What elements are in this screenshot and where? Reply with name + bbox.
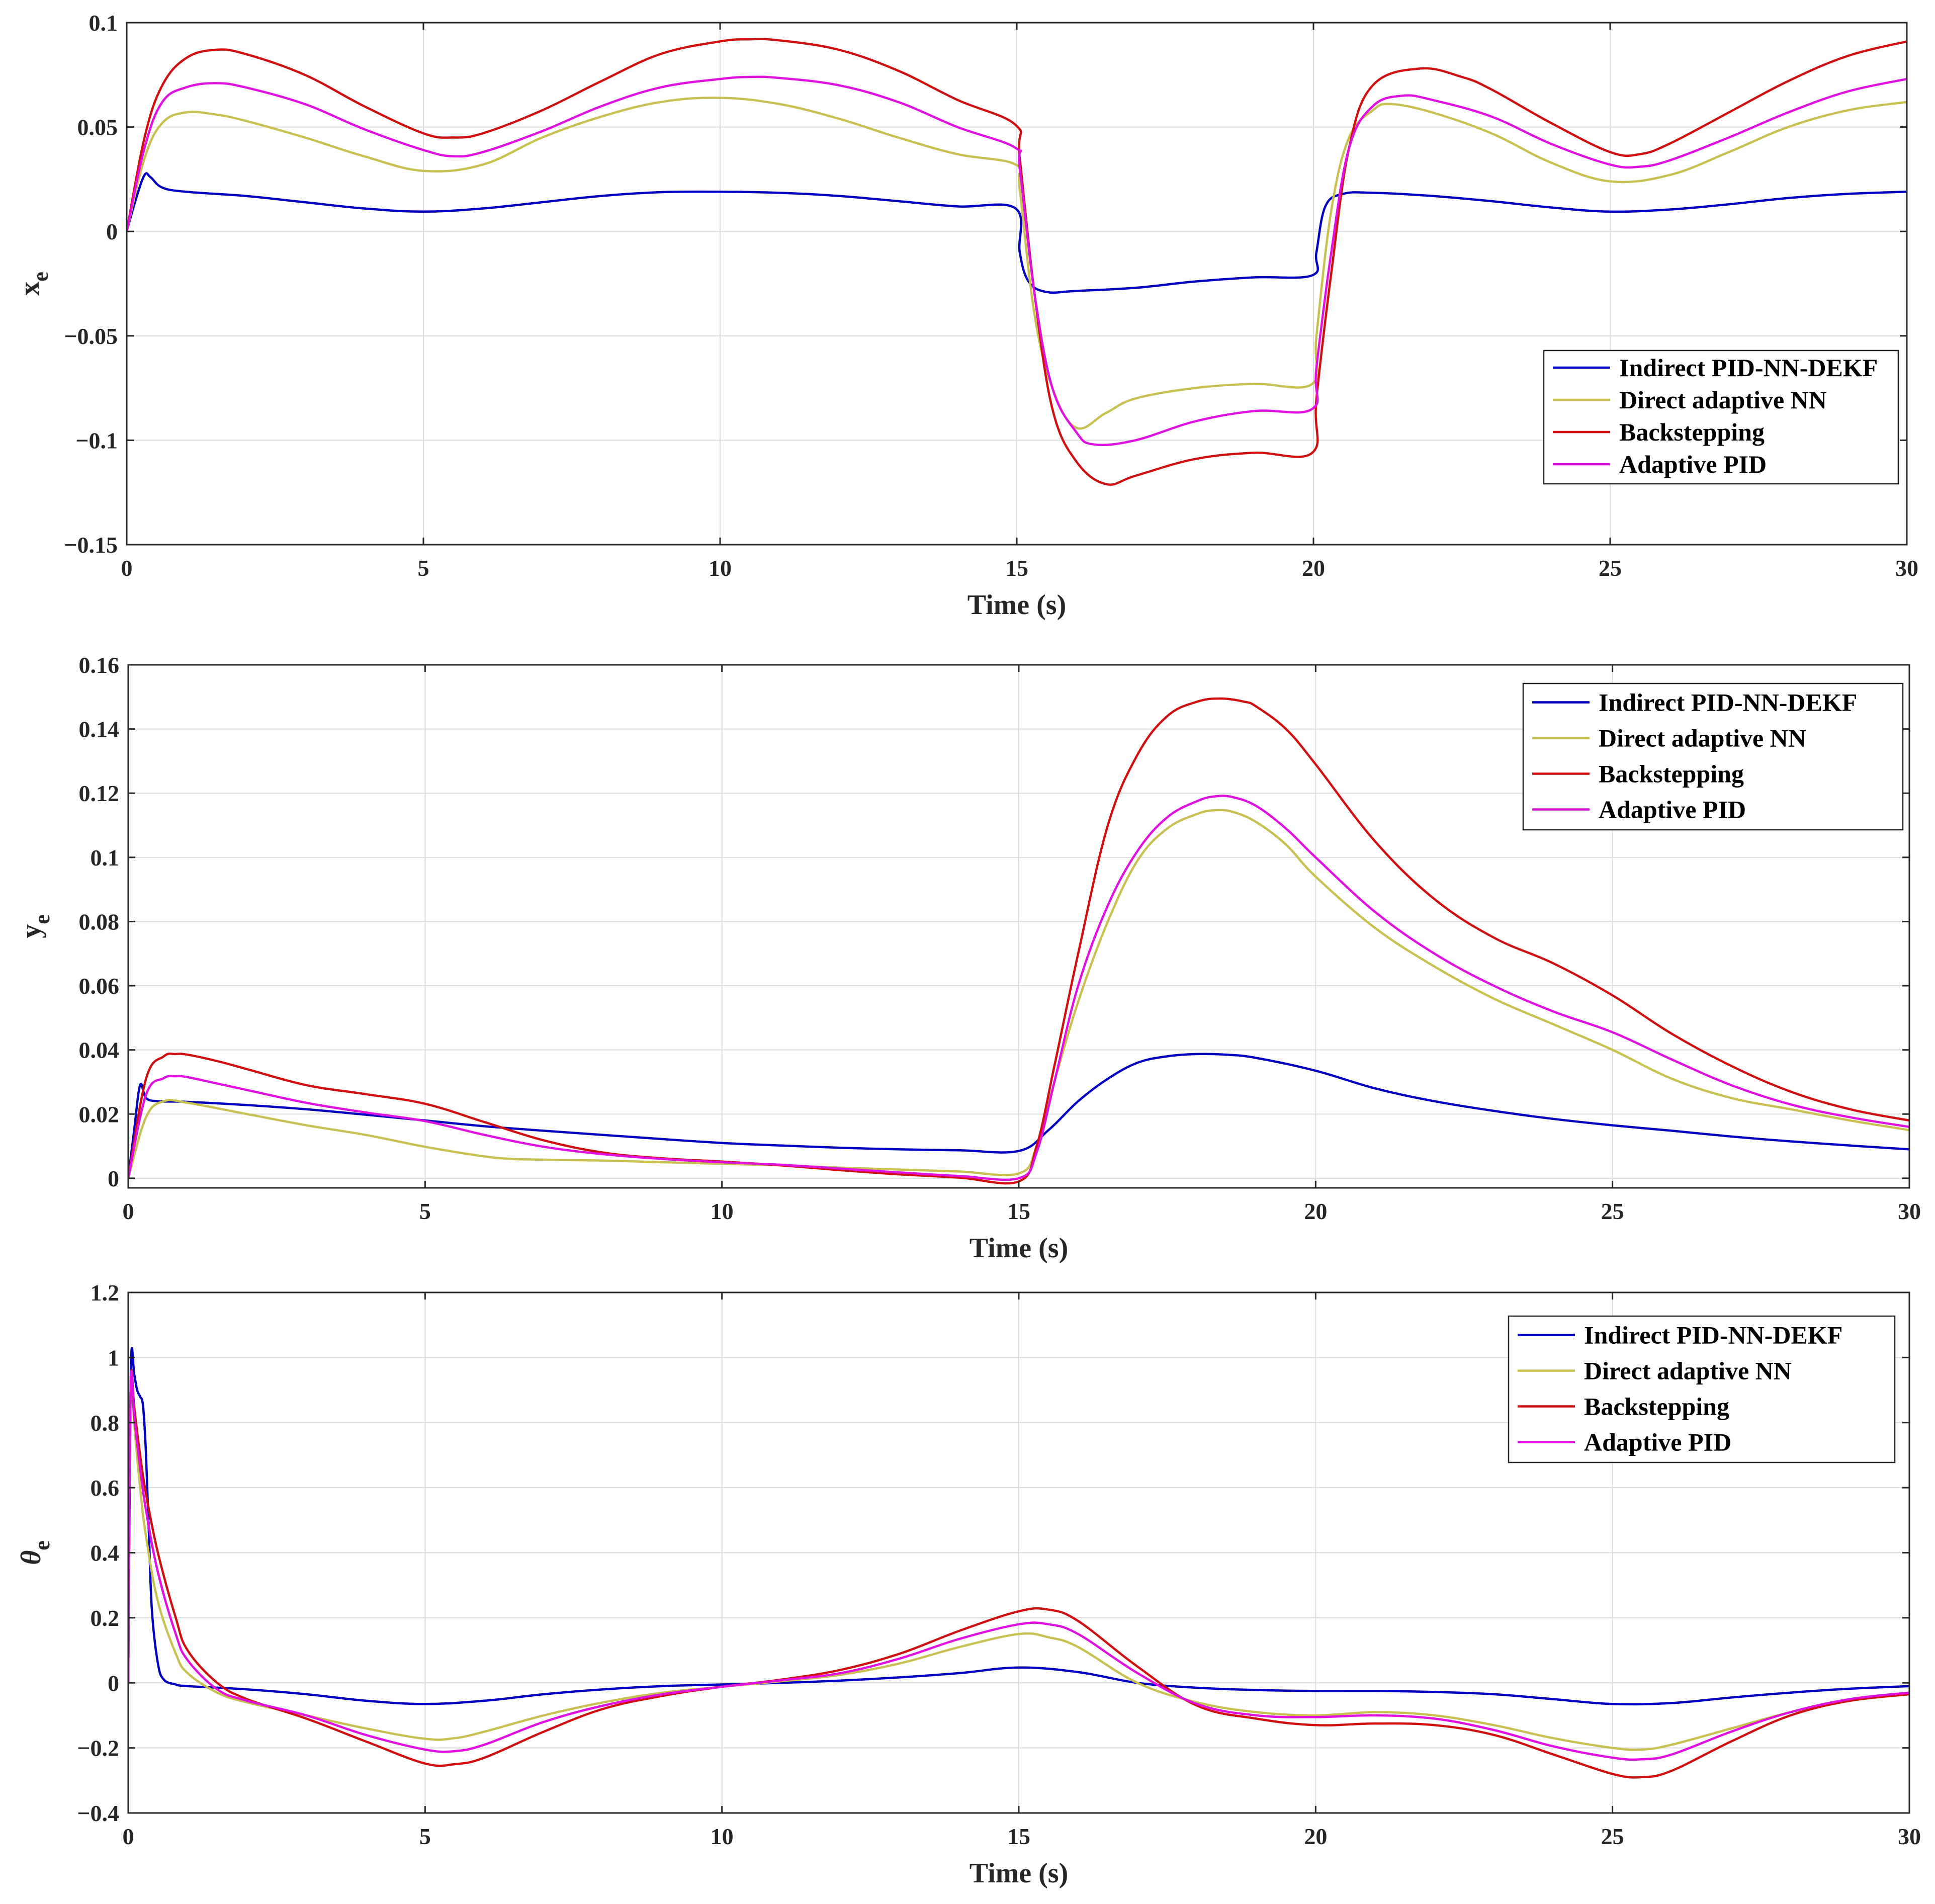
y-tick-label: 0.1 xyxy=(89,10,118,36)
x-tick-label: 30 xyxy=(1898,1198,1921,1224)
x-tick-label: 20 xyxy=(1304,1198,1327,1224)
legend: Indirect PID-NN-DEKF Direct adaptive NN Ba… xyxy=(1543,350,1899,485)
y-tick-label: 0.12 xyxy=(79,781,120,806)
x-tick-label: 10 xyxy=(709,555,732,581)
legend-label-backstepping: Backstepping xyxy=(1584,1393,1729,1421)
series-group xyxy=(128,697,1909,1185)
y-axis-title-main: y xyxy=(16,924,47,938)
series-line-adaptive xyxy=(128,795,1909,1181)
x-axis-title: Time (s) xyxy=(970,1233,1069,1264)
y-tick-label: 0.02 xyxy=(79,1101,120,1127)
x-tick-label: 30 xyxy=(1898,1824,1921,1849)
legend-label-indirect: Indirect PID-NN-DEKF xyxy=(1599,688,1857,717)
legend-box xyxy=(1522,682,1904,831)
y-tick-label: 0 xyxy=(108,1670,119,1696)
series-line-backstepping xyxy=(128,697,1909,1185)
y-axis-title: xe xyxy=(14,272,53,296)
legend-label-direct: Direct adaptive NN xyxy=(1584,1357,1792,1385)
legend-box xyxy=(1543,350,1899,485)
series-group xyxy=(127,38,1907,486)
legend-label-adaptive: Adaptive PID xyxy=(1599,796,1746,824)
series-line-direct xyxy=(128,809,1909,1180)
series-group xyxy=(128,1347,1909,1779)
y-tick-label: −0.05 xyxy=(64,323,118,349)
y-tick-label: −0.15 xyxy=(64,532,118,558)
legend-label-indirect: Indirect PID-NN-DEKF xyxy=(1619,354,1878,382)
legend-label-backstepping: Backstepping xyxy=(1599,760,1744,788)
x-tick-label: 0 xyxy=(123,1824,134,1849)
x-tick-label: 15 xyxy=(1007,1198,1030,1224)
legend: Indirect PID-NN-DEKF Direct adaptive NN Ba… xyxy=(1508,1315,1896,1463)
y-tick-label: 0.06 xyxy=(79,973,120,999)
x-tick-label: 0 xyxy=(121,555,133,581)
x-tick-label: 20 xyxy=(1302,555,1325,581)
y-tick-label: 0.8 xyxy=(91,1410,120,1436)
x-tick-label: 10 xyxy=(711,1824,734,1849)
y-tick-label: 0 xyxy=(106,219,118,244)
y-tick-label: 0.6 xyxy=(91,1475,120,1501)
legend-label-indirect: Indirect PID-NN-DEKF xyxy=(1584,1321,1842,1349)
y-axis-title-main: x xyxy=(14,282,45,296)
legend-label-backstepping: Backstepping xyxy=(1619,418,1765,446)
legend-label-direct: Direct adaptive NN xyxy=(1619,386,1827,414)
x-tick-label: 20 xyxy=(1304,1824,1327,1849)
legend: Indirect PID-NN-DEKF Direct adaptive NN Ba… xyxy=(1522,682,1904,831)
legend-box xyxy=(1508,1315,1896,1463)
x-tick-label: 5 xyxy=(419,1824,431,1849)
legend-label-adaptive: Adaptive PID xyxy=(1584,1428,1731,1456)
y-tick-label: 0.05 xyxy=(77,115,118,140)
y-tick-label: 0.16 xyxy=(79,652,120,678)
y-tick-label: 0.2 xyxy=(91,1605,120,1631)
x-tick-label: 5 xyxy=(418,555,429,581)
y-tick-label: 0 xyxy=(108,1166,119,1191)
x-tick-label: 30 xyxy=(1895,555,1918,581)
y-tick-label: −0.2 xyxy=(77,1736,119,1761)
y-axis-title: ye xyxy=(16,914,54,938)
x-tick-label: 5 xyxy=(419,1198,431,1224)
y-axis-title-subscript: e xyxy=(30,1540,54,1550)
series-line-adaptive xyxy=(128,1370,1909,1761)
y-tick-label: 1.2 xyxy=(91,1280,120,1306)
legend-label-direct: Direct adaptive NN xyxy=(1599,724,1806,752)
series-line-indirect xyxy=(128,1347,1909,1706)
series-line-indirect xyxy=(127,172,1907,294)
y-tick-label: 0.14 xyxy=(79,717,120,742)
y-tick-label: 0.04 xyxy=(79,1037,120,1063)
series-line-adaptive xyxy=(127,75,1907,447)
series-line-backstepping xyxy=(127,38,1907,486)
x-tick-label: 0 xyxy=(123,1198,134,1224)
y-tick-label: 0.1 xyxy=(91,845,120,871)
y-tick-label: 1 xyxy=(108,1345,119,1370)
x-tick-label: 25 xyxy=(1601,1824,1624,1849)
series-line-indirect xyxy=(128,1053,1909,1180)
x-tick-label: 15 xyxy=(1007,1824,1030,1849)
y-axis-title-main: θ xyxy=(16,1550,47,1565)
chart-panel-2: 0 5 10 15 20 25 30 0 0.02 0.04 0.06 0.08 0.1 0.12 0.14… xyxy=(16,652,1921,1264)
x-tick-label: 15 xyxy=(1005,555,1028,581)
legend-label-adaptive: Adaptive PID xyxy=(1619,450,1767,478)
x-tick-label: 25 xyxy=(1601,1198,1624,1224)
y-tick-label: −0.4 xyxy=(77,1800,119,1826)
y-tick-label: −0.1 xyxy=(75,427,118,453)
y-axis-title-subscript: e xyxy=(30,914,54,924)
x-axis-title: Time (s) xyxy=(968,589,1067,621)
y-axis-title-subscript: e xyxy=(28,272,53,282)
chart-panel-3: 0 5 10 15 20 25 30 −0.4 −0.2 0 0.2 0.4 0.6 0.8 1 1.2 Tim… xyxy=(16,1280,1921,1889)
y-axis-title: θe xyxy=(16,1540,54,1565)
x-axis-title: Time (s) xyxy=(970,1858,1069,1889)
x-tick-label: 25 xyxy=(1599,555,1622,581)
y-tick-label: 0.4 xyxy=(91,1540,120,1566)
y-tick-label: 0.08 xyxy=(79,909,120,934)
x-tick-label: 10 xyxy=(711,1198,734,1224)
chart-panel-1: 0 5 10 15 20 25 30 −0.15 −0.1 −0.05 0 0.05 0.1 Time (… xyxy=(14,10,1918,621)
